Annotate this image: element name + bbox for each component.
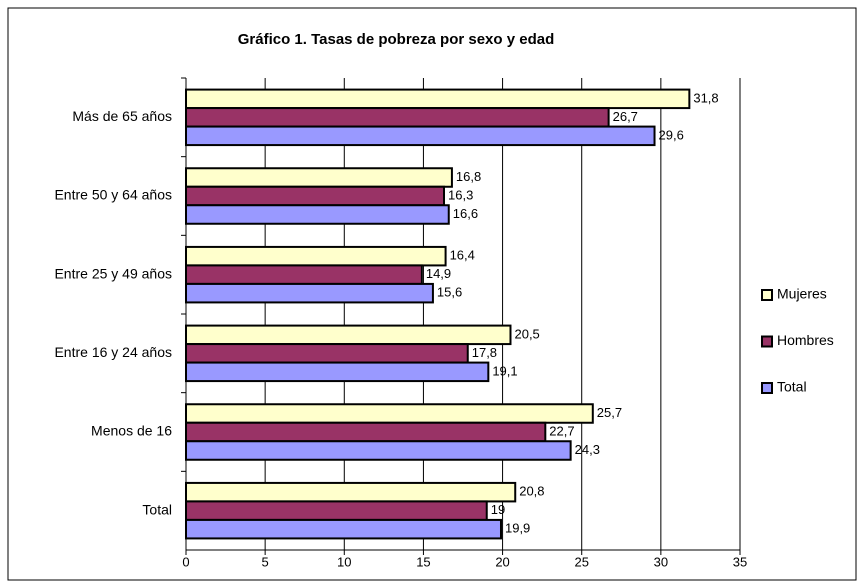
data-label: 24,3: [575, 442, 600, 457]
x-tick-label: 20: [495, 554, 509, 569]
x-tick-label: 5: [262, 554, 269, 569]
data-label: 16,8: [456, 169, 481, 184]
data-label: 26,7: [613, 109, 638, 124]
data-label: 20,5: [514, 326, 539, 341]
y-tick-label: Entre 25 y 49 años: [54, 265, 172, 281]
x-tick-label: 35: [733, 554, 747, 569]
bar: [185, 343, 469, 364]
data-label: 14,9: [426, 266, 451, 281]
legend-swatch: [761, 335, 773, 348]
bar: [185, 167, 453, 188]
bar: [185, 125, 656, 147]
x-tick-label: 15: [416, 554, 430, 569]
data-label: 22,7: [549, 423, 574, 438]
data-label: 16,6: [453, 206, 478, 221]
bar: [185, 185, 446, 207]
bar: [185, 204, 450, 225]
data-label: 16,3: [448, 187, 473, 202]
data-label: 19,9: [505, 521, 530, 536]
y-tick-label: Menos de 16: [91, 423, 172, 439]
x-tick-label: 25: [574, 554, 588, 569]
y-tick-label: Más de 65 años: [72, 108, 172, 124]
bar: [185, 107, 610, 128]
data-label: 31,8: [693, 90, 718, 105]
data-label: 19: [491, 502, 505, 517]
bar: [185, 500, 488, 521]
data-label: 16,4: [450, 248, 475, 263]
data-label: 29,6: [659, 127, 684, 142]
legend-swatch: [761, 382, 773, 394]
y-tick-label: Entre 16 y 24 años: [54, 344, 172, 360]
x-tick-label: 10: [337, 554, 351, 569]
bar: [185, 403, 594, 424]
bar: [185, 421, 547, 443]
data-label: 17,8: [472, 345, 497, 360]
bar: [185, 440, 572, 461]
bar: [185, 481, 517, 503]
x-tick-label: 30: [654, 554, 668, 569]
legend-swatch: [761, 289, 773, 301]
bar: [185, 518, 502, 540]
data-label: 15,6: [437, 285, 462, 300]
bar: [185, 324, 512, 346]
bar: [185, 88, 691, 110]
bar: [185, 245, 447, 267]
y-tick-label: Entre 50 y 64 años: [54, 187, 172, 203]
y-tick-label: Total: [142, 501, 172, 517]
data-label: 25,7: [597, 405, 622, 420]
chart-title: Gráfico 1. Tasas de pobreza por sexo y e…: [238, 31, 555, 48]
bar: [185, 264, 423, 285]
bar: [185, 361, 490, 383]
data-label: 20,8: [519, 484, 544, 499]
x-tick-label: 0: [182, 554, 189, 569]
bar: [185, 282, 434, 304]
data-label: 19,1: [492, 363, 517, 378]
legend-label: Mujeres: [777, 286, 827, 302]
legend-label: Total: [777, 379, 807, 395]
legend-label: Hombres: [777, 332, 834, 348]
